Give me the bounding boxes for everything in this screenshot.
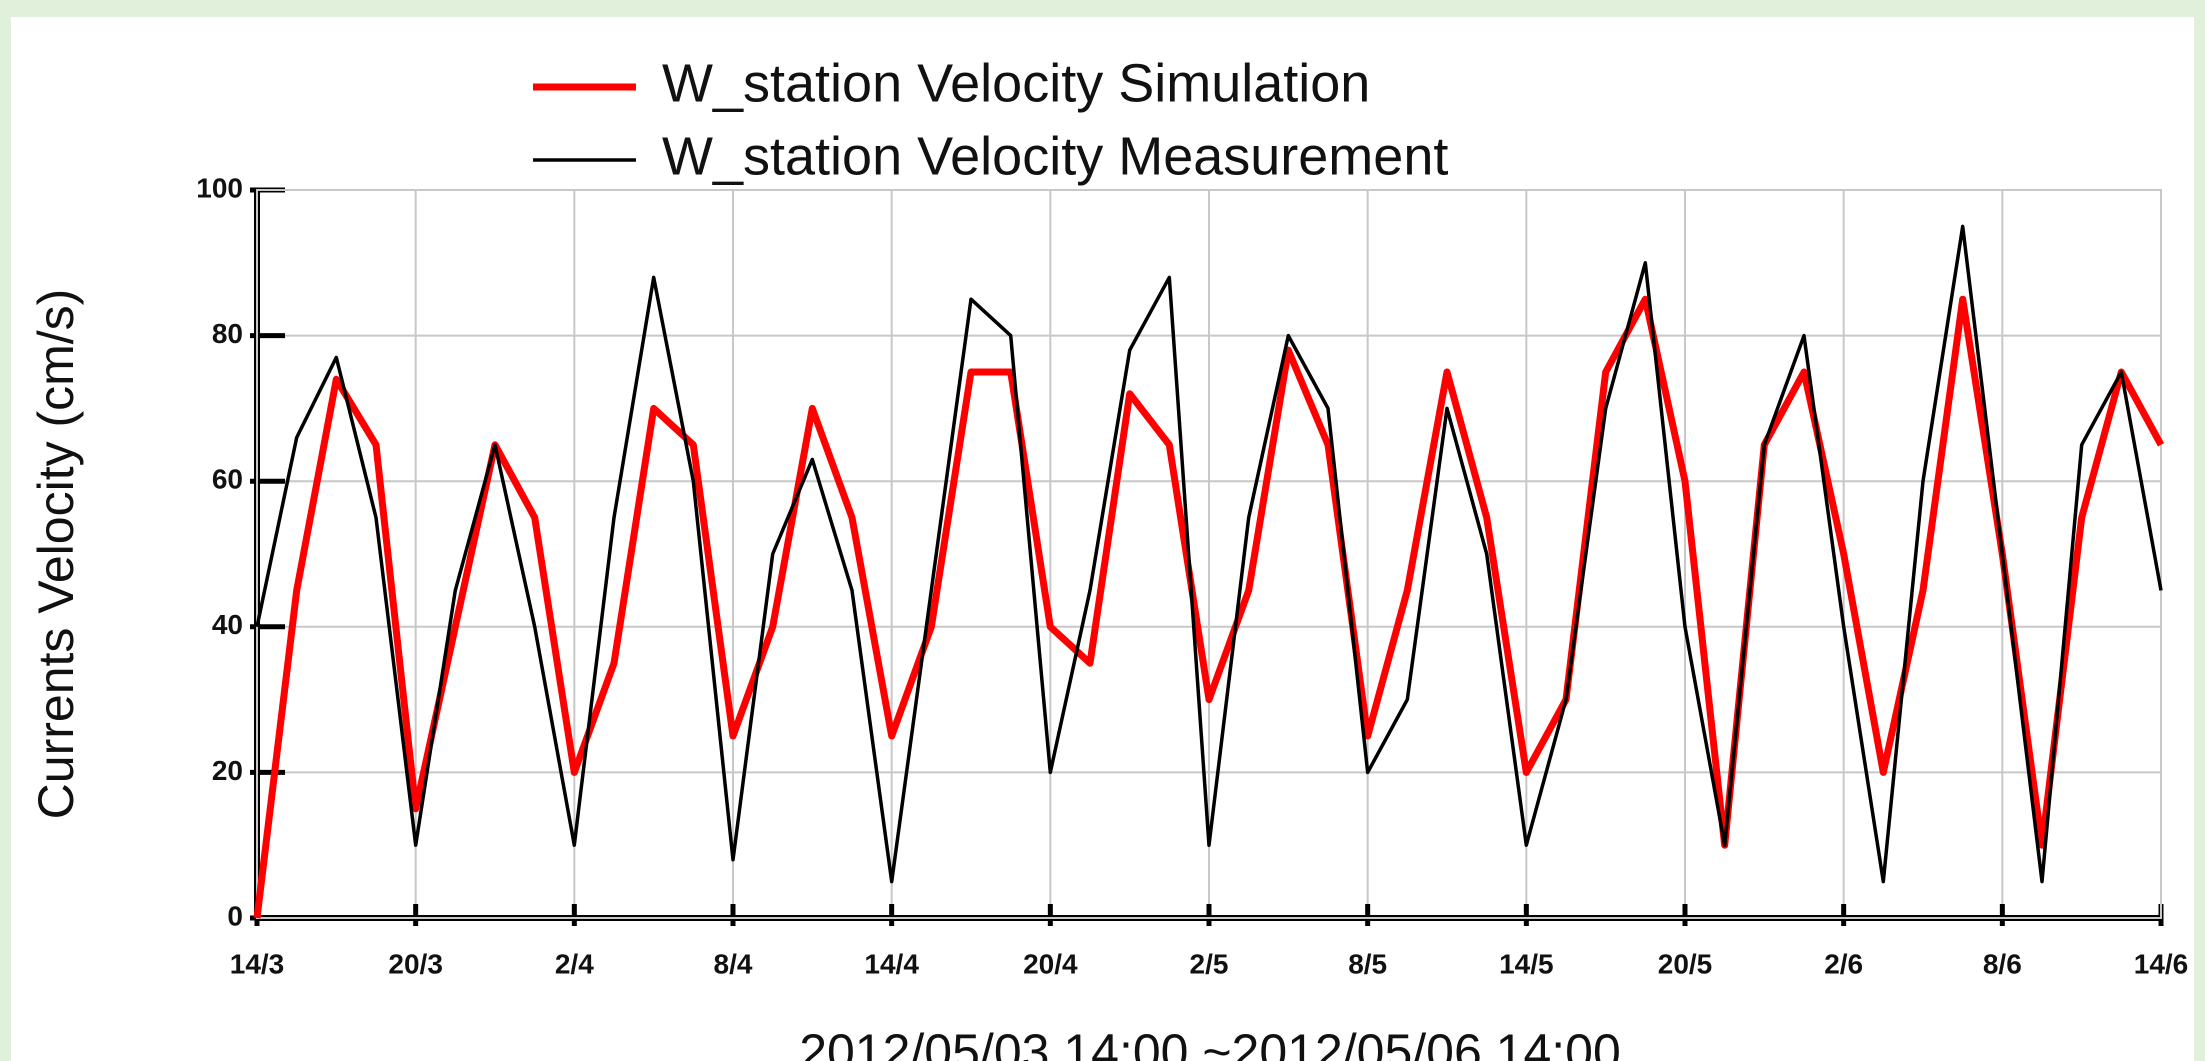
x-tick-label: 14/3 bbox=[230, 948, 285, 979]
y-tick-label: 60 bbox=[212, 464, 243, 495]
y-tick-label: 0 bbox=[227, 900, 243, 931]
x-axis-label: 2012/05/03 14:00 ~2012/05/06 14:00 bbox=[799, 1024, 1621, 1061]
legend-label: W_station Velocity Simulation bbox=[662, 53, 1370, 113]
x-tick-label: 2/6 bbox=[1824, 948, 1863, 979]
y-tick-label: 80 bbox=[212, 318, 243, 349]
x-tick-label: 2/5 bbox=[1190, 948, 1229, 979]
x-tick-label: 20/5 bbox=[1658, 948, 1713, 979]
plot-frame bbox=[256, 189, 2162, 919]
series-line bbox=[253, 295, 2165, 919]
x-tick-label: 14/4 bbox=[864, 948, 919, 979]
x-tick-label: 8/6 bbox=[1983, 948, 2022, 979]
x-tick-label: 14/6 bbox=[2134, 948, 2189, 979]
x-tick-label: 14/5 bbox=[1499, 948, 1554, 979]
series-line bbox=[255, 224, 2163, 884]
x-tick-label: 20/3 bbox=[388, 948, 443, 979]
y-tick-label: 20 bbox=[212, 755, 243, 786]
y-axis-label: Currents Velocity (cm/s) bbox=[28, 289, 84, 820]
y-tick-label: 100 bbox=[196, 172, 243, 203]
x-tick-label: 2/4 bbox=[555, 948, 594, 979]
x-tick-label: 20/4 bbox=[1023, 948, 1078, 979]
y-tick-label: 40 bbox=[212, 609, 243, 640]
legend-label: W_station Velocity Measurement bbox=[662, 126, 1448, 186]
x-tick-label: 8/4 bbox=[714, 948, 753, 979]
x-tick-label: 8/5 bbox=[1348, 948, 1387, 979]
